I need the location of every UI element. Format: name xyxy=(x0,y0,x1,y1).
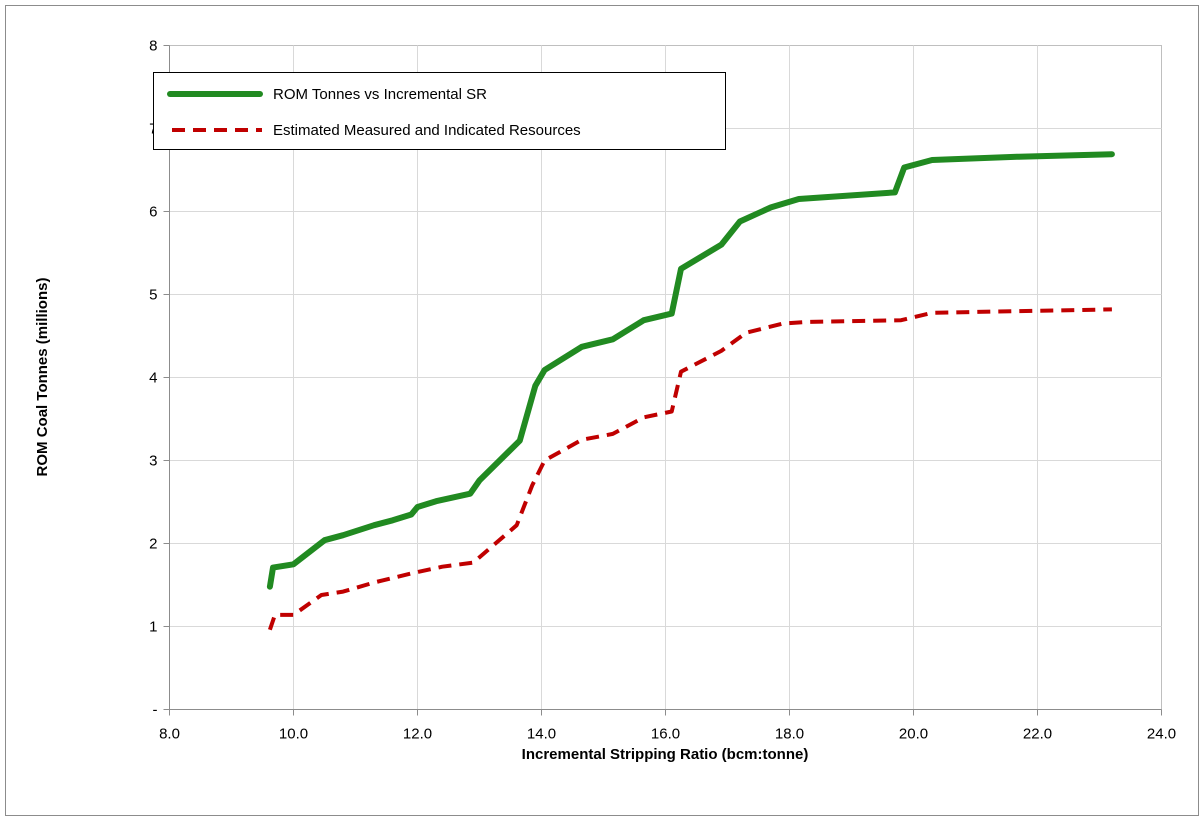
y-axis-title: ROM Coal Tonnes (millions) xyxy=(34,278,51,477)
legend-label-estimated-resources: Estimated Measured and Indicated Resourc… xyxy=(273,122,581,139)
y-tick-label: 5 xyxy=(149,287,157,304)
axes xyxy=(163,45,1162,716)
legend: ROM Tonnes vs Incremental SR Estimated M… xyxy=(153,72,726,150)
legend-label-rom-tonnes: ROM Tonnes vs Incremental SR xyxy=(273,86,487,103)
y-tick-label: 8 xyxy=(149,38,157,55)
x-tick-label: 22.0 xyxy=(1023,726,1052,743)
series-line-estimated-resources xyxy=(268,307,1112,631)
x-tick-label: 14.0 xyxy=(527,726,556,743)
legend-box xyxy=(153,72,726,150)
y-tick-label: 4 xyxy=(149,370,157,387)
x-tick-label: 18.0 xyxy=(775,726,804,743)
y-tick-label: 1 xyxy=(149,619,157,636)
x-tick-label: 8.0 xyxy=(159,726,180,743)
x-axis-title: Incremental Stripping Ratio (bcm:tonne) xyxy=(522,746,809,763)
y-tick-label: 3 xyxy=(149,453,157,470)
x-tick-label: 12.0 xyxy=(403,726,432,743)
x-tick-label: 20.0 xyxy=(899,726,928,743)
x-tick-label: 16.0 xyxy=(651,726,680,743)
gridlines xyxy=(169,45,1162,710)
x-tick-label: 24.0 xyxy=(1147,726,1176,743)
y-tick-label: 6 xyxy=(149,204,157,221)
tick-labels: 8.0 10.0 12.0 14.0 16.0 18.0 20.0 22.0 24.0 - 1 2 3 4… xyxy=(149,38,1176,743)
y-tick-label: - xyxy=(153,702,158,719)
series-layer xyxy=(266,151,1115,631)
y-tick-label: 2 xyxy=(149,536,157,553)
series-line-rom-tonnes xyxy=(266,151,1115,590)
x-tick-label: 10.0 xyxy=(279,726,308,743)
